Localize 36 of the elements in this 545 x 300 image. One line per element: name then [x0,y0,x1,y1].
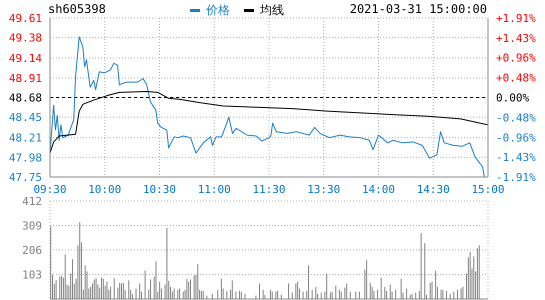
y-tick-label: 49.61 [8,12,42,25]
y2-tick-label: +1.91% [496,12,536,25]
chart-subtitle: 2021-03-31 15:00:00 [350,2,487,16]
x-tick-label: 14:00 [362,182,396,196]
y2-tick-label: -0.96% [496,131,536,144]
y2-tick-label: +0.48% [496,72,536,85]
y2-tick-label: -1.91% [496,171,536,184]
y2-tick-label: 0.00% [496,92,530,104]
x-tick-label: 09:30 [33,182,67,196]
y-tick-label: 48.91 [8,72,42,85]
x-tick-label: 14:30 [416,182,450,196]
y-tick-label: 412 [22,194,42,208]
x-tick-label: 10:00 [88,182,122,196]
y-tick-label: 48.68 [8,92,42,104]
line-series [50,91,488,154]
y-tick-label: 103 [22,268,42,282]
y-tick-label: 47.75 [8,171,42,184]
y-tick-label: 309 [22,219,42,232]
legend-label: 均线 [259,2,284,19]
y2-tick-label: -1.43% [496,151,536,164]
y-tick-label: 47.98 [8,151,42,164]
y2-tick-label: -0.48% [496,111,536,124]
x-tick-label: 10:30 [142,182,176,196]
x-tick-label: 13:30 [307,182,340,196]
x-tick-label: 11:00 [198,182,231,196]
x-tick-label: 11:30 [252,182,286,196]
legend-label: 价格 [205,2,230,19]
y-tick-label: 48.21 [8,132,42,145]
y-tick-label: 49.14 [8,52,42,66]
chart-title: sh605398 [48,2,106,16]
x-tick-label: 15:00 [471,182,505,196]
y-tick-label: 48.45 [8,111,42,124]
y-tick-label: 206 [22,244,42,257]
y-tick-label: 49.38 [8,32,42,45]
y2-tick-label: +0.96% [496,52,536,65]
y2-tick-label: +1.43% [496,32,536,45]
